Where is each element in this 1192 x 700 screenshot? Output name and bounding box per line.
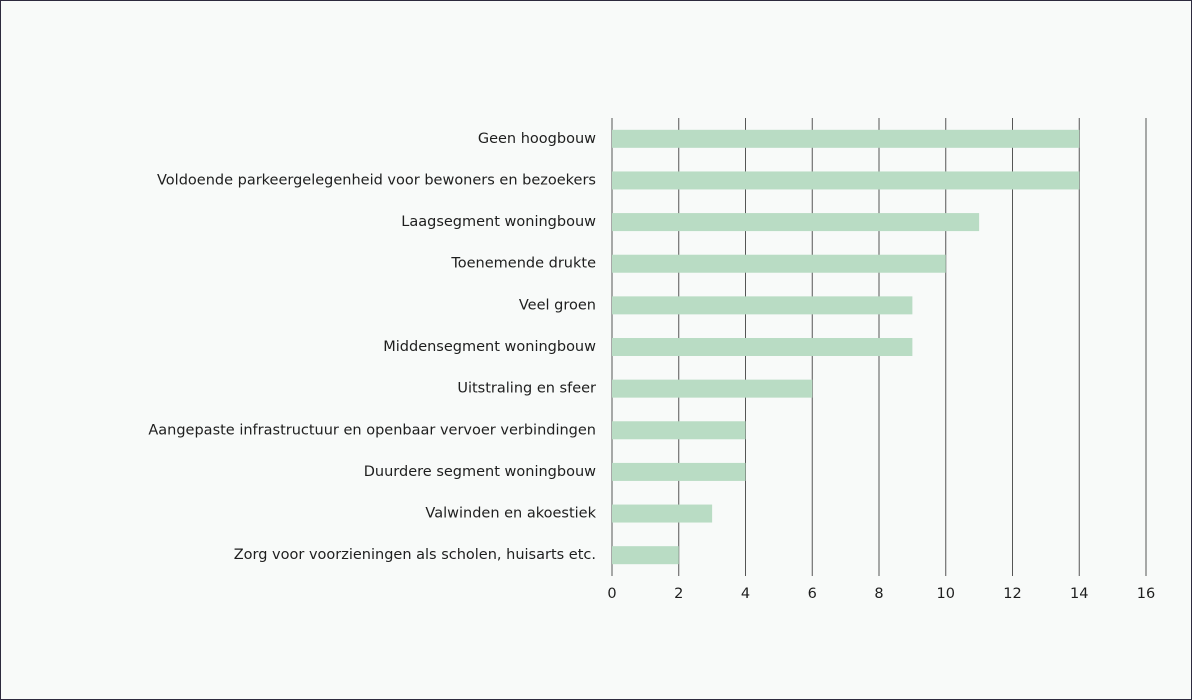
x-tick-label: 14 [1070, 586, 1088, 602]
y-tick-label: Duurdere segment woningbouw [364, 464, 596, 480]
x-tick-label: 4 [741, 586, 750, 602]
bar [612, 504, 713, 523]
x-tick-label: 2 [674, 586, 683, 602]
x-tick-label: 16 [1137, 586, 1155, 602]
y-tick-label: Zorg voor voorzieningen als scholen, hui… [234, 547, 596, 563]
y-tick-label: Voldoende parkeergelegenheid voor bewone… [157, 172, 596, 188]
bar [612, 254, 946, 273]
bar [612, 213, 980, 232]
x-tick-label: 12 [1003, 586, 1021, 602]
y-tick-label: Veel groen [519, 297, 596, 313]
y-tick-label: Valwinden en akoestiek [425, 506, 596, 522]
x-tick-label: 10 [937, 586, 955, 602]
bar [612, 296, 913, 315]
bar [612, 129, 1080, 148]
y-tick-label: Toenemende drukte [450, 256, 596, 272]
y-tick-label: Aangepaste infrastructuur en openbaar ve… [148, 422, 596, 438]
x-tick-label: 0 [607, 586, 616, 602]
x-tick-label: 6 [808, 586, 817, 602]
y-tick-label: Geen hoogbouw [478, 131, 596, 147]
bar [612, 171, 1080, 190]
x-tick-label: 8 [874, 586, 883, 602]
bar [612, 546, 679, 565]
bar [612, 379, 813, 398]
y-tick-label: Laagsegment woningbouw [401, 214, 596, 230]
bar [612, 338, 913, 356]
bar [612, 462, 746, 481]
y-tick-label: Middensegment woningbouw [383, 339, 596, 355]
bar [612, 421, 746, 440]
y-tick-label: Uitstraling en sfeer [457, 381, 596, 397]
